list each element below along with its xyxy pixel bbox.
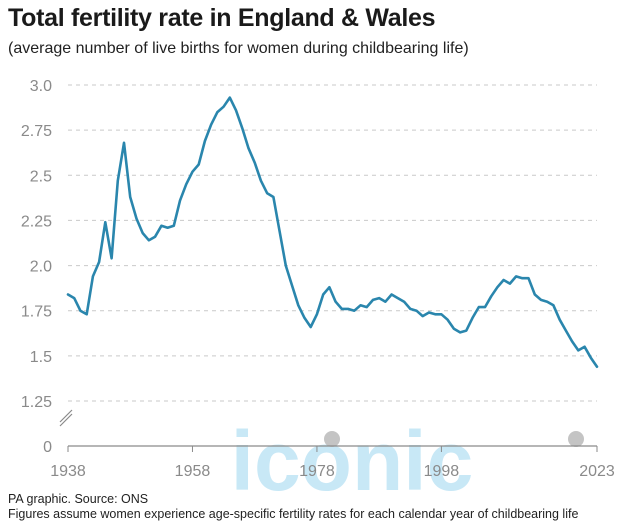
x-axis [59,409,597,447]
watermark-dot-right [568,431,584,447]
axis-break-icon [59,409,73,427]
y-tick-label: 1.5 [30,349,52,366]
fertility-rate-line [66,96,599,368]
y-tick-label: 2.25 [21,213,52,230]
y-tick-label: 0 [43,439,52,456]
x-tick-label: 2023 [579,463,615,480]
x-tick-label: 1978 [299,463,335,480]
x-tick-label: 1958 [175,463,211,480]
y-tick-label: 2.5 [30,168,52,185]
gridlines [68,84,597,402]
y-tick-label: 2.0 [30,259,52,276]
iconic-watermark: iconic [231,414,474,508]
x-tick-label: 1938 [50,463,86,480]
chart-title: Total fertility rate in England & Wales [8,4,436,32]
x-tick-label: 1998 [424,463,460,480]
y-tick-label: 2.75 [21,123,52,140]
y-tick-label: 1.75 [21,304,52,321]
x-axis-tick-labels: 1938 1958 1978 1998 2023 [50,446,615,480]
methodology-note: Figures assume women experience age-spec… [8,507,579,521]
source-note: PA graphic. Source: ONS [8,492,149,506]
y-axis-tick-labels: 3.0 2.75 2.5 2.25 2.0 1.75 1.5 1.25 0 [21,78,52,456]
chart-subtitle: (average number of live births for women… [8,40,469,57]
y-tick-label: 1.25 [21,394,52,411]
y-tick-label: 3.0 [30,78,52,95]
watermark-dot-left [324,431,340,447]
